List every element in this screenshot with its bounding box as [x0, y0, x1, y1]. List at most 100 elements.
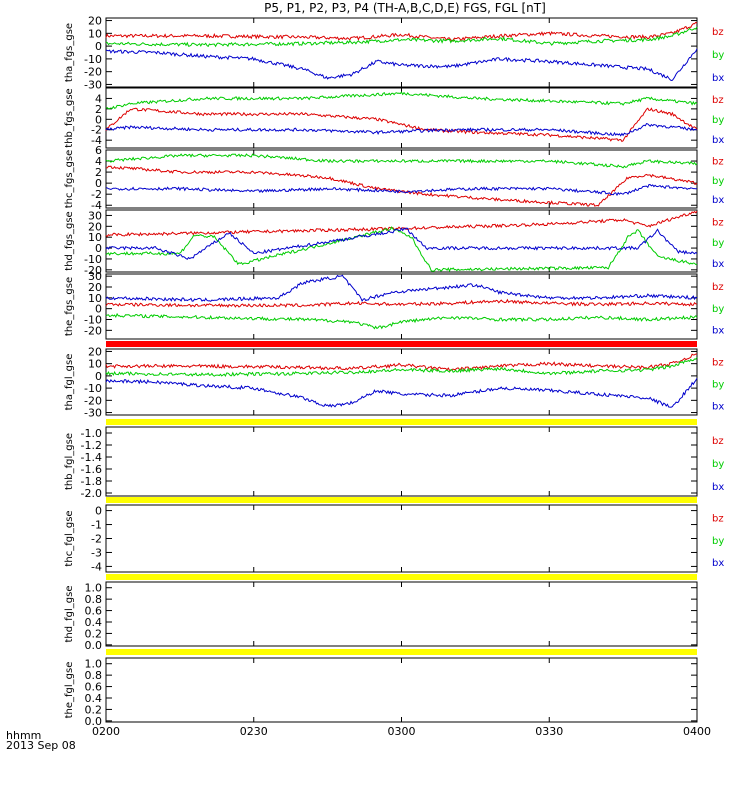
y-tick-label: 0	[95, 177, 102, 190]
y-tick-label: -10	[84, 382, 102, 395]
quality-flag-bar-1	[106, 341, 697, 347]
quality-flag-bar-4	[106, 574, 697, 580]
legend-by: by	[712, 115, 724, 126]
x-axis: 0200 0230 0300 0330 0400	[92, 725, 711, 738]
panel-frame	[105, 149, 698, 209]
y-tick-label: -4	[91, 134, 102, 147]
y-axis-label: thc_fgl_gse	[64, 510, 75, 566]
series-bx	[105, 183, 697, 197]
y-tick-label: -10	[84, 314, 102, 327]
y-axis-label: thd_fgl_gse	[64, 586, 75, 643]
y-tick-label: 1.0	[85, 582, 103, 595]
y-tick-label: 0	[95, 303, 102, 316]
quality-flag-bar-3	[106, 497, 697, 503]
y-axis-label: tha_fgs_gse	[64, 23, 75, 82]
y-tick-label: -30	[84, 78, 102, 91]
series-by	[105, 153, 698, 169]
legend-bx: bx	[712, 401, 724, 412]
y-tick-label: -20	[84, 324, 102, 337]
y-tick-label: -2	[91, 124, 102, 137]
y-tick-label: 0.4	[85, 616, 103, 629]
panel-thd_fgl_gse: 1.00.80.60.40.20.0 thd_fgl_gse	[64, 581, 698, 652]
panel-thb_fgl_gse: -1.0-1.2-1.4-1.6-1.8-2.0 thb_fgl_gse bz by b…	[64, 426, 724, 500]
legend-bz: bz	[712, 217, 724, 228]
legend-by: by	[712, 459, 724, 470]
y-tick-label: -1	[91, 519, 102, 532]
y-tick-label: 6	[95, 144, 102, 157]
y-tick-label: 4	[95, 155, 102, 168]
series-by	[105, 312, 698, 330]
y-tick-label: -4	[91, 560, 102, 573]
y-tick-label: -1.2	[81, 439, 102, 452]
panel-frame	[105, 657, 698, 723]
y-tick-label: 0	[95, 370, 102, 383]
series-bx	[105, 48, 698, 82]
series-bx	[105, 378, 698, 408]
y-tick-label: -10	[84, 253, 102, 266]
series-by	[105, 357, 698, 378]
panel-frame	[105, 426, 698, 497]
panel-thb_fgs_gse: 420-2-4 thb_fgs_gse bz by bx	[64, 87, 724, 149]
y-tick-label: 20	[88, 15, 102, 28]
y-tick-label: 30	[88, 209, 102, 222]
y-tick-label: -20	[84, 394, 102, 407]
y-tick-label: -1.0	[81, 427, 102, 440]
y-tick-label: 0	[95, 113, 102, 126]
y-axis-label: tha_fgl_gse	[64, 354, 75, 411]
y-tick-label: 30	[88, 270, 102, 283]
y-tick-label: -1.4	[81, 451, 102, 464]
y-tick-label: -3	[91, 546, 102, 559]
x-tick-label: 0230	[240, 725, 268, 738]
y-tick-label: 0	[95, 242, 102, 255]
series-by	[105, 91, 698, 110]
x-tick-label: 0300	[388, 725, 416, 738]
legend-bx: bx	[712, 73, 724, 84]
chart-title: P5, P1, P2, P3, P4 (TH-A,B,C,D,E) FGS, F…	[264, 1, 546, 15]
legend-by: by	[712, 536, 724, 547]
panel-frame	[105, 209, 698, 273]
legend-bx: bx	[712, 195, 724, 206]
y-tick-label: 2	[95, 103, 102, 116]
series-bz	[105, 353, 698, 372]
y-tick-label: 10	[88, 358, 102, 371]
y-axis-label: thb_fgl_gse	[64, 433, 75, 490]
series-bx	[105, 227, 698, 260]
y-tick-label: 20	[88, 220, 102, 233]
y-tick-label: -2	[91, 188, 102, 201]
y-tick-label: 2	[95, 166, 102, 179]
y-tick-label: 10	[88, 231, 102, 244]
y-tick-label: 20	[88, 281, 102, 294]
legend-bz: bz	[712, 357, 724, 368]
y-tick-label: 0	[95, 505, 102, 518]
x-axis-date-caption: 2013 Sep 08	[6, 739, 76, 752]
y-tick-label: 0.0	[85, 639, 103, 652]
series-by	[105, 26, 698, 48]
x-tick-label: 0200	[92, 725, 120, 738]
legend-by: by	[712, 176, 724, 187]
y-tick-label: 0.2	[85, 703, 103, 716]
legend-bz: bz	[712, 514, 724, 525]
legend-by: by	[712, 304, 724, 315]
legend-bx: bx	[712, 325, 724, 336]
legend-bz: bz	[712, 436, 724, 447]
x-tick-label: 0400	[683, 725, 711, 738]
legend-by: by	[712, 50, 724, 61]
legend-bx: bx	[712, 482, 724, 493]
y-tick-label: -4	[91, 199, 102, 212]
y-axis-label: the_fgs_gse	[64, 277, 75, 336]
y-tick-label: 20	[88, 345, 102, 358]
quality-flag-bar-2	[106, 419, 697, 425]
legend-bx: bx	[712, 558, 724, 569]
legend-bx: bx	[712, 135, 724, 146]
legend-bz: bz	[712, 27, 724, 38]
y-tick-label: -1.8	[81, 475, 102, 488]
y-tick-label: 4	[95, 92, 102, 105]
series-bx	[105, 274, 698, 303]
x-axis-unit-caption: hhmm	[6, 729, 41, 742]
series-by	[105, 226, 698, 273]
panel-frame	[105, 17, 698, 88]
